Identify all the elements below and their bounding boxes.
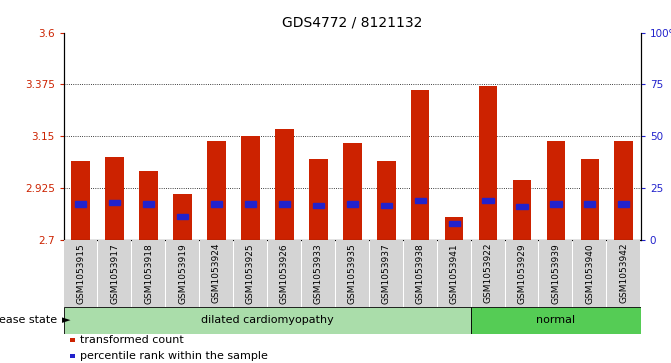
Bar (177, 214, 188, 219)
Bar (173, 193, 192, 240)
Text: GSM1053939: GSM1053939 (552, 243, 560, 304)
Bar (448, 221, 460, 226)
Bar (105, 157, 124, 240)
Text: normal: normal (536, 315, 576, 325)
Bar (580, 159, 599, 240)
Bar (71, 162, 90, 240)
Text: GSM1053935: GSM1053935 (348, 243, 357, 304)
Bar (550, 201, 562, 207)
Bar (472, 240, 505, 307)
Bar (471, 307, 641, 334)
Text: GSM1053933: GSM1053933 (314, 243, 323, 304)
Text: percentile rank within the sample: percentile rank within the sample (80, 351, 268, 361)
Bar (377, 162, 396, 240)
Bar (64, 240, 97, 307)
Bar (245, 201, 256, 207)
Bar (75, 201, 87, 207)
Bar (584, 201, 595, 207)
Bar (211, 201, 222, 207)
Bar (302, 240, 335, 307)
Bar (234, 240, 267, 307)
Text: GSM1053925: GSM1053925 (246, 243, 255, 303)
Bar (380, 203, 392, 208)
Bar (278, 201, 290, 207)
Bar (607, 240, 640, 307)
Bar (415, 198, 426, 203)
Bar (513, 180, 531, 240)
Bar (370, 240, 403, 307)
Text: GSM1053922: GSM1053922 (484, 243, 493, 303)
Text: GSM1053926: GSM1053926 (280, 243, 289, 303)
Bar (241, 136, 260, 240)
Text: disease state: disease state (0, 315, 60, 325)
Text: GSM1053938: GSM1053938 (415, 243, 425, 304)
Bar (268, 240, 301, 307)
Bar (109, 200, 120, 205)
Text: GSM1053942: GSM1053942 (619, 243, 628, 303)
Bar (207, 141, 226, 240)
Text: GSM1053940: GSM1053940 (585, 243, 595, 303)
Bar (140, 171, 158, 240)
Bar (313, 203, 324, 208)
Text: GSM1053915: GSM1053915 (76, 243, 85, 304)
Text: GSM1053924: GSM1053924 (212, 243, 221, 303)
Bar (547, 141, 565, 240)
Bar (336, 240, 369, 307)
Bar (275, 129, 294, 240)
Bar (437, 240, 470, 307)
Bar (347, 201, 358, 207)
Bar (482, 198, 494, 203)
Bar (132, 240, 165, 307)
Bar (615, 141, 633, 240)
Bar (539, 240, 572, 307)
Bar (478, 86, 497, 240)
Bar (166, 240, 199, 307)
Text: GSM1053917: GSM1053917 (110, 243, 119, 304)
Bar (98, 240, 131, 307)
Bar (505, 240, 538, 307)
Text: GSM1053918: GSM1053918 (144, 243, 153, 304)
Text: GSM1053929: GSM1053929 (517, 243, 527, 303)
Bar (618, 201, 629, 207)
Bar (343, 143, 362, 240)
Text: GSM1053937: GSM1053937 (382, 243, 391, 304)
Bar (411, 90, 429, 240)
Bar (517, 204, 527, 209)
Text: ►: ► (62, 315, 71, 325)
Text: GDS4772 / 8121132: GDS4772 / 8121132 (282, 15, 423, 29)
Text: transformed count: transformed count (80, 335, 184, 345)
Text: GSM1053919: GSM1053919 (178, 243, 187, 304)
Bar (143, 201, 154, 207)
Bar (574, 240, 607, 307)
Bar (309, 159, 327, 240)
Bar (445, 217, 464, 240)
Bar (64, 307, 471, 334)
Bar (200, 240, 233, 307)
Text: dilated cardiomyopathy: dilated cardiomyopathy (201, 315, 333, 325)
Bar (404, 240, 437, 307)
Text: GSM1053941: GSM1053941 (450, 243, 458, 303)
